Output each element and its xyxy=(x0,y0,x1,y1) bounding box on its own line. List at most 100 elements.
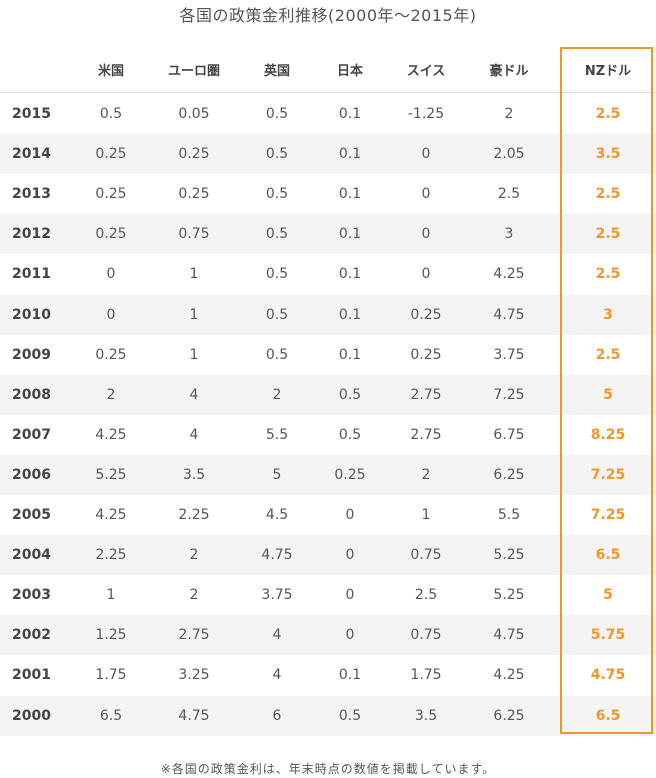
rate-cell-eurozone: 3.25 xyxy=(178,667,210,684)
column-header-swiss: スイス xyxy=(406,64,446,79)
rate-cell-eurozone: 2 xyxy=(189,587,199,604)
table-row: 2006 5.25 3.5 5 0.25 2 6.25 7.25 xyxy=(0,454,656,495)
table-row: 2005 4.25 2.25 4.5 0 1 5.5 7.25 xyxy=(0,495,656,535)
table-row: 2012 0.25 0.75 0.5 0.1 0 3 2.5 xyxy=(0,214,656,255)
year-cell: 2005 xyxy=(12,507,51,523)
rate-cell-japan: 0.5 xyxy=(338,426,362,443)
rate-cell-aud: 5.5 xyxy=(497,507,521,523)
rate-cell-eurozone: 0.75 xyxy=(178,226,210,243)
rate-cell-us: 6.5 xyxy=(99,707,123,724)
rate-cell-swiss: 1 xyxy=(421,507,431,523)
rate-cell-uk: 4 xyxy=(272,667,282,684)
rate-cell-eurozone: 0.25 xyxy=(178,186,210,203)
rate-cell-aud: 5.25 xyxy=(493,587,525,604)
year-cell: 2004 xyxy=(12,547,51,564)
rate-cell-aud: 2.5 xyxy=(497,186,521,203)
rate-cell-nzd: 3 xyxy=(603,306,613,323)
rate-cell-swiss: 2.75 xyxy=(410,386,442,403)
rate-cell-uk: 6 xyxy=(272,707,282,724)
rate-cell-eurozone: 1 xyxy=(189,306,199,323)
rate-cell-eurozone: 1 xyxy=(189,346,199,363)
rate-cell-japan: 0.1 xyxy=(338,266,362,283)
rate-cell-swiss: 0 xyxy=(421,226,431,243)
rate-cell-aud: 2.05 xyxy=(493,146,525,163)
column-header-nzd: NZドル xyxy=(584,64,632,79)
rate-cell-swiss: 0.25 xyxy=(410,306,442,323)
rate-cell-nzd: 7.25 xyxy=(590,466,626,483)
rate-cell-eurozone: 4 xyxy=(189,426,199,443)
rate-cell-nzd: 6.5 xyxy=(595,547,621,564)
rate-cell-nzd: 2.5 xyxy=(595,346,621,363)
rate-cell-nzd: 8.25 xyxy=(590,426,626,443)
rate-cell-swiss: 1.75 xyxy=(410,667,442,684)
rate-cell-us: 1 xyxy=(106,587,116,604)
rate-cell-nzd: 2.5 xyxy=(595,106,621,122)
footnote: ※各国の政策金利は、年末時点の数値を掲載しています。 xyxy=(160,762,496,776)
rate-cell-nzd: 2.5 xyxy=(595,186,621,203)
table-header-row: 米国 ユーロ圏 英国 日本 スイス 豪ドル NZドル xyxy=(0,52,656,93)
rate-cell-aud: 6.25 xyxy=(493,707,525,724)
table-row: 2011 0 1 0.5 0.1 0 4.25 2.5 xyxy=(0,254,656,294)
rate-cell-uk: 0.5 xyxy=(265,346,289,363)
rate-cell-us: 0.25 xyxy=(95,146,127,163)
rate-cell-eurozone: 0.25 xyxy=(178,146,210,163)
rate-cell-japan: 0.25 xyxy=(334,466,366,483)
rate-cell-us: 0.5 xyxy=(99,106,123,122)
rate-cell-uk: 0.5 xyxy=(265,306,289,323)
rate-cell-japan: 0.1 xyxy=(338,146,362,163)
rate-cell-eurozone: 3.5 xyxy=(182,466,206,483)
rate-cell-us: 0.25 xyxy=(95,186,127,203)
rate-cell-nzd: 6.5 xyxy=(595,707,621,724)
rate-cell-swiss: 2 xyxy=(421,466,431,483)
rate-cell-eurozone: 2 xyxy=(189,547,199,564)
rate-cell-eurozone: 4 xyxy=(189,386,199,403)
rate-cell-eurozone: 2.25 xyxy=(178,507,210,523)
rate-cell-us: 0 xyxy=(106,266,116,283)
rate-cell-aud: 4.25 xyxy=(493,667,525,684)
year-cell: 2003 xyxy=(12,587,51,604)
rate-cell-us: 4.25 xyxy=(95,507,127,523)
table-row: 2015 0.5 0.05 0.5 0.1 -1.25 2 2.5 xyxy=(0,94,656,134)
rate-cell-eurozone: 4.75 xyxy=(178,707,210,724)
table-title: 各国の政策金利推移(2000年〜2015年) xyxy=(179,6,477,25)
rate-cell-uk: 0.5 xyxy=(265,266,289,283)
rate-cell-us: 0 xyxy=(106,306,116,323)
year-cell: 2006 xyxy=(12,466,51,483)
rate-cell-aud: 4.75 xyxy=(493,627,525,644)
rate-cell-uk: 3.75 xyxy=(261,587,293,604)
rate-cell-uk: 0.5 xyxy=(265,106,289,122)
table-row: 2001 1.75 3.25 4 0.1 1.75 4.25 4.75 xyxy=(0,655,656,695)
rate-cell-uk: 0.5 xyxy=(265,226,289,243)
rate-cell-aud: 6.75 xyxy=(493,426,525,443)
rate-cell-uk: 2 xyxy=(272,386,282,403)
column-header-eurozone: ユーロ圏 xyxy=(167,64,220,79)
rate-cell-japan: 0.1 xyxy=(338,106,362,122)
rate-cell-swiss: 0.75 xyxy=(410,627,442,644)
rate-cell-eurozone: 1 xyxy=(189,266,199,283)
table-row: 2000 6.5 4.75 6 0.5 3.5 6.25 6.5 xyxy=(0,695,656,736)
rate-cell-aud: 4.75 xyxy=(493,306,525,323)
year-cell: 2001 xyxy=(12,667,51,684)
column-header-japan: 日本 xyxy=(336,64,363,79)
rate-cell-us: 4.25 xyxy=(95,426,127,443)
column-header-uk: 英国 xyxy=(263,64,290,79)
rate-cell-uk: 5 xyxy=(272,466,282,483)
rate-cell-nzd: 4.75 xyxy=(590,667,626,684)
rate-cell-japan: 0.1 xyxy=(338,306,362,323)
rate-cell-uk: 0.5 xyxy=(265,146,289,163)
rate-cell-nzd: 2.5 xyxy=(595,266,621,283)
rate-cell-swiss: 3.5 xyxy=(414,707,438,724)
year-cell: 2014 xyxy=(12,146,51,163)
table-row: 2009 0.25 1 0.5 0.1 0.25 3.75 2.5 xyxy=(0,335,656,375)
rate-cell-us: 1.75 xyxy=(95,667,127,684)
rate-cell-eurozone: 2.75 xyxy=(178,627,210,644)
rate-cell-swiss: 2.75 xyxy=(410,426,442,443)
rate-cell-swiss: 0 xyxy=(421,186,431,203)
rate-cell-nzd: 3.5 xyxy=(595,146,621,163)
rate-cell-aud: 3.75 xyxy=(493,346,525,363)
rate-cell-aud: 5.25 xyxy=(493,547,525,564)
rate-cell-nzd: 5.75 xyxy=(590,627,626,644)
rate-cell-aud: 4.25 xyxy=(493,266,525,283)
rate-cell-eurozone: 0.05 xyxy=(178,106,210,122)
year-cell: 2015 xyxy=(12,106,51,122)
